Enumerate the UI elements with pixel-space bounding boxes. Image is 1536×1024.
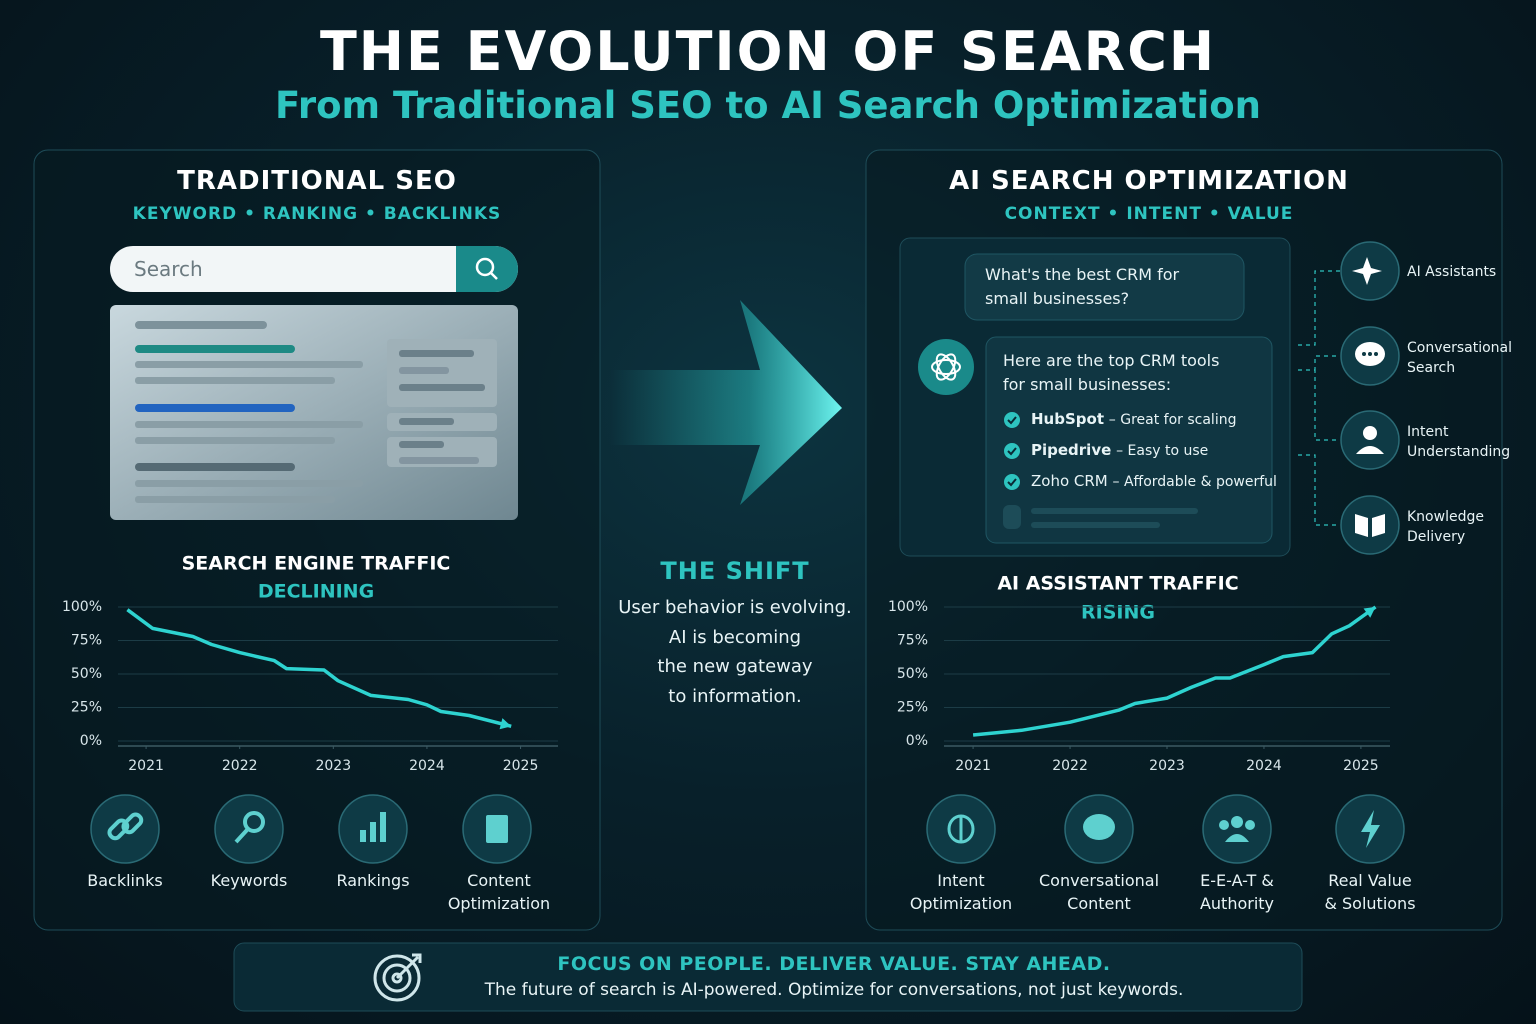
panel-tags: CONTEXT • INTENT • VALUE: [1004, 204, 1294, 224]
typing-placeholder: [1031, 508, 1198, 514]
feature-label: Knowledge Delivery: [1407, 509, 1484, 545]
search-placeholder[interactable]: Search: [134, 257, 203, 281]
x-tick-label: 2022: [222, 758, 258, 774]
item-name: Zoho CRM: [1031, 472, 1108, 490]
feature-label: AI Assistants: [1407, 264, 1497, 280]
chart-title: AI ASSISTANT TRAFFIC: [997, 573, 1238, 595]
shift-arrow: [610, 300, 842, 505]
line-arrowhead: [1363, 607, 1376, 618]
results-mock: [110, 305, 518, 520]
chat-answer: Here are the top CRM tools for small bus…: [1003, 351, 1220, 394]
panel-title: TRADITIONAL SEO: [177, 166, 457, 196]
x-tick-label: 2023: [1149, 758, 1185, 774]
target-icon: [373, 953, 422, 1002]
search-icon: [490, 272, 498, 280]
chart-subtitle: RISING: [1081, 602, 1155, 624]
bottom-glyphs: [107, 810, 1380, 848]
connector: [1298, 270, 1340, 526]
y-tick-label: 75%: [897, 633, 928, 649]
footer-text: The future of search is AI-powered. Opti…: [484, 980, 1184, 1000]
answer-item: HubSpot – Great for scaling: [1031, 410, 1236, 428]
item-desc: – Easy to use: [1116, 443, 1209, 459]
answer-item: Zoho CRM – Affordable & powerful: [1031, 472, 1277, 490]
y-tick-label: 100%: [888, 599, 928, 615]
data-line: [126, 608, 512, 728]
x-tick-label: 2021: [955, 758, 991, 774]
x-tick-label: 2025: [503, 758, 539, 774]
x-tick-label: 2023: [315, 758, 351, 774]
icon-label: Conversational Content: [1038, 871, 1160, 913]
page-title: THE EVOLUTION OF SEARCH: [319, 20, 1217, 83]
panel-title: AI SEARCH OPTIMIZATION: [949, 166, 1349, 196]
assistant-avatar: [918, 339, 974, 395]
icon-label: Backlinks: [87, 871, 163, 890]
typing-placeholder: [1003, 505, 1021, 529]
search-bar[interactable]: [110, 246, 518, 292]
feature-label: Conversational Search: [1407, 340, 1513, 376]
x-tick-label: 2024: [1246, 758, 1282, 774]
y-tick-label: 25%: [71, 700, 102, 716]
x-tick-label: 2024: [409, 758, 445, 774]
feature-label: Intent Understanding: [1407, 424, 1511, 460]
item-desc: – Affordable & powerful: [1112, 474, 1277, 490]
search-icon: [475, 257, 495, 277]
footer-panel: [233, 942, 1303, 1012]
chat-question: What's the best CRM for small businesses…: [985, 265, 1180, 308]
shift-title: THE SHIFT: [660, 557, 810, 585]
y-tick-label: 50%: [71, 666, 102, 682]
answer-bubble: [985, 336, 1273, 544]
shift-text: User behavior is evolving. AI is becomin…: [618, 597, 852, 707]
y-tick-label: 50%: [897, 666, 928, 682]
item-name: Pipedrive: [1031, 441, 1112, 459]
x-tick-label: 2021: [128, 758, 164, 774]
y-tick-label: 100%: [62, 599, 102, 615]
chart-title: SEARCH ENGINE TRAFFIC: [182, 553, 451, 575]
icon-label: Content Optimization: [447, 871, 551, 913]
footer-headline: FOCUS ON PEOPLE. DELIVER VALUE. STAY AHE…: [557, 953, 1111, 975]
icon-label: Real Value & Solutions: [1324, 871, 1416, 913]
y-tick-label: 25%: [897, 700, 928, 716]
typing-placeholder: [1031, 522, 1160, 528]
icon-label: Keywords: [210, 871, 288, 890]
x-tick-label: 2022: [1052, 758, 1088, 774]
icon-label: Rankings: [336, 871, 410, 890]
x-tick-label: 2025: [1343, 758, 1379, 774]
question-bubble: [964, 253, 1245, 321]
icon-label: E-E-A-T & Authority: [1199, 871, 1275, 913]
y-tick-label: 0%: [906, 733, 928, 749]
y-tick-label: 0%: [80, 733, 102, 749]
answer-item: Pipedrive – Easy to use: [1031, 441, 1208, 459]
check-icons: [1004, 412, 1020, 490]
y-tick-label: 75%: [71, 633, 102, 649]
item-desc: – Great for scaling: [1108, 412, 1237, 428]
panel-tags: KEYWORD • RANKING • BACKLINKS: [132, 204, 502, 224]
search-button[interactable]: [456, 246, 518, 292]
chart-subtitle: DECLINING: [258, 581, 374, 603]
assistant-logo: [931, 353, 961, 381]
data-line: [972, 605, 1377, 737]
line-arrowhead: [499, 718, 512, 730]
feature-glyphs: [1352, 257, 1385, 537]
icon-label: Intent Optimization: [909, 871, 1013, 913]
page-subtitle: From Traditional SEO to AI Search Optimi…: [274, 84, 1262, 127]
item-name: HubSpot: [1031, 410, 1104, 428]
